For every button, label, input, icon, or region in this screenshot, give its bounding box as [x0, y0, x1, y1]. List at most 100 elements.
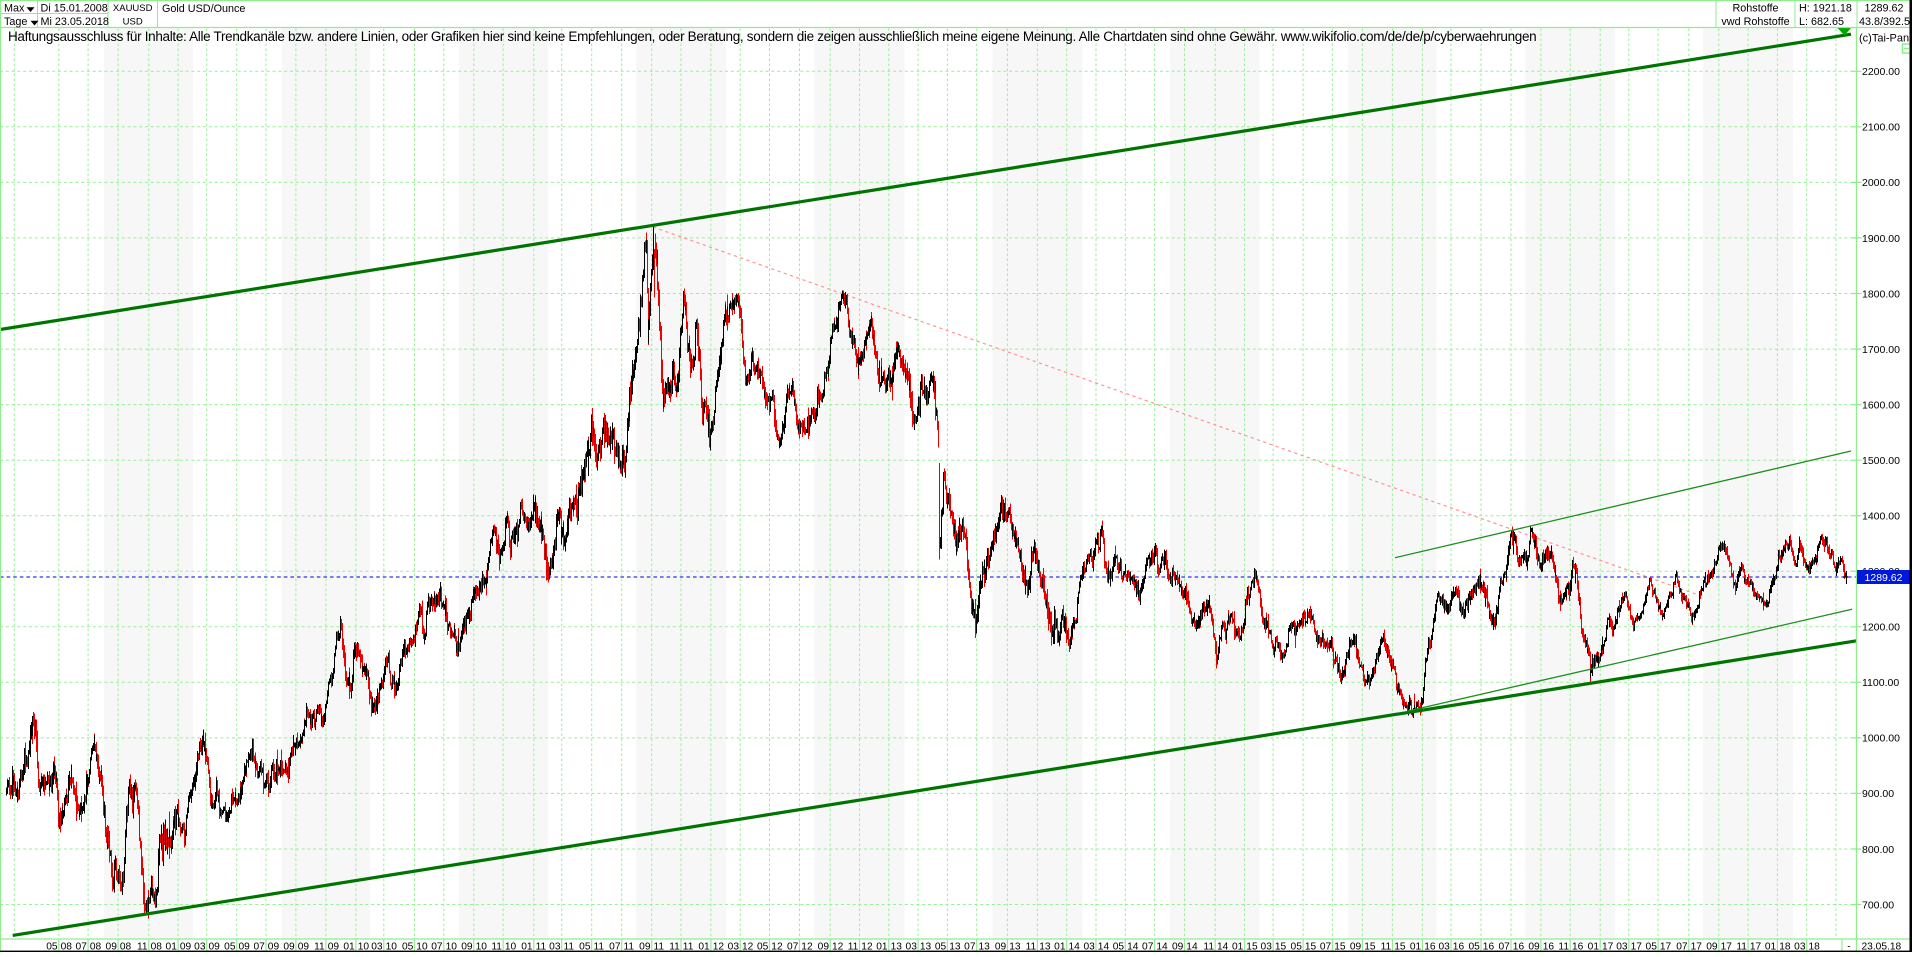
svg-text:01: 01	[876, 942, 888, 953]
svg-text:09: 09	[461, 942, 473, 953]
svg-text:11: 11	[594, 942, 605, 953]
svg-text:15: 15	[1275, 942, 1287, 953]
svg-text:17: 17	[1691, 942, 1703, 953]
svg-text:16: 16	[1572, 942, 1584, 953]
svg-text:03: 03	[371, 942, 383, 953]
svg-text:11: 11	[564, 942, 575, 953]
svg-text:10: 10	[358, 942, 370, 953]
svg-text:05: 05	[224, 942, 236, 953]
svg-text:1400.00: 1400.00	[1862, 511, 1900, 523]
svg-text:1500.00: 1500.00	[1862, 455, 1900, 467]
svg-text:01: 01	[521, 942, 533, 953]
svg-text:1100.00: 1100.00	[1862, 677, 1899, 689]
svg-text:-: -	[1847, 942, 1850, 953]
svg-text:09: 09	[209, 942, 221, 953]
svg-text:09: 09	[268, 942, 280, 953]
svg-text:11: 11	[1026, 942, 1037, 953]
svg-text:1800.00: 1800.00	[1862, 288, 1900, 300]
svg-text:vwd Rohstoffe: vwd Rohstoffe	[1721, 16, 1789, 28]
svg-text:14: 14	[1127, 942, 1139, 953]
svg-text:08: 08	[61, 942, 73, 953]
svg-text:01: 01	[1588, 942, 1600, 953]
svg-text:12: 12	[801, 942, 813, 953]
svg-text:Mi 23.05.2018: Mi 23.05.2018	[41, 16, 109, 28]
svg-text:09: 09	[239, 942, 251, 953]
svg-text:12: 12	[771, 942, 783, 953]
svg-text:05: 05	[935, 942, 947, 953]
svg-text:900.00: 900.00	[1862, 788, 1894, 800]
svg-text:1600.00: 1600.00	[1862, 399, 1900, 411]
svg-text:11: 11	[536, 942, 547, 953]
svg-text:18: 18	[1779, 942, 1791, 953]
svg-text:05: 05	[1646, 942, 1658, 953]
svg-text:14: 14	[1217, 942, 1229, 953]
svg-text:03: 03	[1083, 942, 1095, 953]
svg-text:11: 11	[669, 942, 680, 953]
svg-text:16: 16	[1513, 942, 1525, 953]
svg-text:14: 14	[1156, 942, 1168, 953]
svg-text:11: 11	[654, 942, 665, 953]
svg-text:Rohstoffe: Rohstoffe	[1732, 3, 1778, 15]
svg-text:23.05.18: 23.05.18	[1862, 942, 1902, 953]
svg-text:01: 01	[1410, 942, 1422, 953]
svg-text:01: 01	[343, 942, 355, 953]
svg-text:07: 07	[76, 942, 88, 953]
svg-text:USD: USD	[123, 17, 143, 28]
svg-text:09: 09	[1528, 942, 1540, 953]
svg-text:05: 05	[1291, 942, 1303, 953]
svg-text:11: 11	[491, 942, 502, 953]
svg-text:13: 13	[891, 942, 903, 953]
svg-text:Di 15.01.2008: Di 15.01.2008	[41, 3, 108, 15]
svg-text:09: 09	[328, 942, 340, 953]
svg-text:12: 12	[742, 942, 754, 953]
svg-text:03: 03	[728, 942, 740, 953]
svg-text:13: 13	[1009, 942, 1021, 953]
svg-text:03: 03	[1794, 942, 1806, 953]
svg-text:15: 15	[1334, 942, 1346, 953]
svg-text:10: 10	[476, 942, 488, 953]
svg-text:07: 07	[431, 942, 443, 953]
svg-text:16: 16	[1453, 942, 1465, 953]
svg-text:H: 1921.18: H: 1921.18	[1799, 3, 1852, 15]
svg-text:05: 05	[757, 942, 769, 953]
svg-text:08: 08	[151, 942, 163, 953]
svg-text:11: 11	[1558, 942, 1569, 953]
svg-text:13: 13	[1039, 942, 1051, 953]
svg-text:2200.00: 2200.00	[1862, 66, 1900, 78]
svg-text:14: 14	[1098, 942, 1110, 953]
svg-text:17: 17	[1660, 942, 1672, 953]
svg-text:03: 03	[1616, 942, 1628, 953]
svg-text:16: 16	[1424, 942, 1436, 953]
svg-text:09: 09	[298, 942, 310, 953]
svg-text:03: 03	[194, 942, 206, 953]
svg-text:XAUUSD: XAUUSD	[113, 3, 153, 14]
svg-text:18: 18	[1809, 942, 1821, 953]
svg-text:11: 11	[137, 942, 148, 953]
svg-text:11: 11	[314, 942, 325, 953]
svg-text:Gold USD/Ounce: Gold USD/Ounce	[162, 3, 245, 15]
svg-text:(c)Tai-Pan: (c)Tai-Pan	[1859, 33, 1909, 45]
svg-text:07: 07	[1142, 942, 1154, 953]
svg-text:05: 05	[579, 942, 591, 953]
svg-text:17: 17	[1750, 942, 1762, 953]
svg-text:09: 09	[1172, 942, 1184, 953]
svg-text:700.00: 700.00	[1862, 899, 1894, 911]
svg-text:12: 12	[861, 942, 873, 953]
svg-text:07: 07	[1498, 942, 1510, 953]
svg-text:10: 10	[446, 942, 458, 953]
svg-text:1289.62: 1289.62	[1864, 3, 1903, 15]
svg-text:17: 17	[1721, 942, 1733, 953]
svg-text:09: 09	[1706, 942, 1718, 953]
svg-text:13: 13	[979, 942, 991, 953]
svg-text:01: 01	[698, 942, 710, 953]
svg-text:15: 15	[1364, 942, 1376, 953]
svg-text:Max: Max	[4, 3, 25, 15]
svg-text:05: 05	[1113, 942, 1125, 953]
svg-text:10: 10	[416, 942, 428, 953]
svg-text:09: 09	[639, 942, 651, 953]
svg-text:10: 10	[386, 942, 398, 953]
svg-text:09: 09	[106, 942, 118, 953]
svg-text:10: 10	[505, 942, 517, 953]
svg-text:11: 11	[624, 942, 635, 953]
svg-text:09: 09	[818, 942, 830, 953]
